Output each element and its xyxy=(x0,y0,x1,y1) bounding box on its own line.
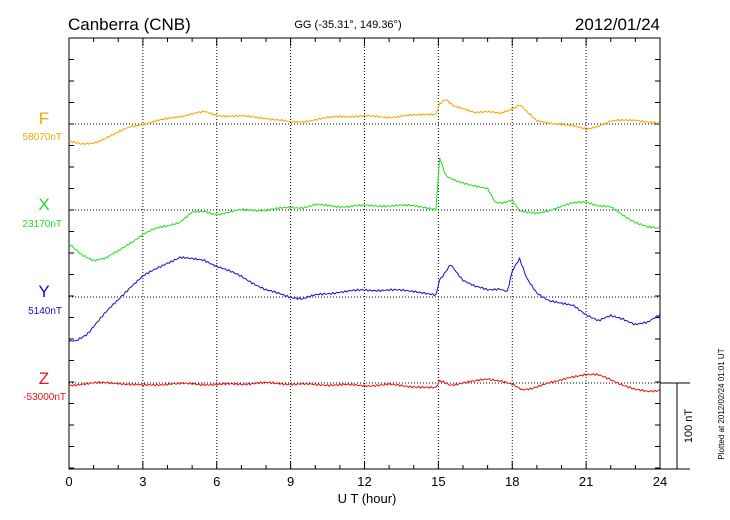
x-tick-label-12: 12 xyxy=(357,474,371,489)
series-label-f: F xyxy=(39,109,49,128)
x-tick-label-18: 18 xyxy=(505,474,519,489)
series-labels: F 58070nT X 23170nT Y 5140nT Z -53000nT xyxy=(23,109,66,403)
baseline-label-x: 23170nT xyxy=(23,219,62,230)
plotted-at-label: Plotted at 2012/02/24 01:01 UT xyxy=(717,348,726,459)
x-axis-ticks: 0 3 6 9 12 15 18 21 24 xyxy=(65,38,667,489)
series-lines xyxy=(68,99,661,393)
scale-bar-label: 100 nT xyxy=(683,409,695,444)
coordinates-label: GG (-35.31°, 149.36°) xyxy=(294,19,401,31)
x-tick-label-21: 21 xyxy=(579,474,593,489)
series-label-z: Z xyxy=(39,369,49,388)
baseline-label-z: -53000nT xyxy=(23,392,66,403)
x-tick-label-0: 0 xyxy=(65,474,72,489)
station-title: Canberra (CNB) xyxy=(68,15,191,34)
series-line-z xyxy=(68,373,661,393)
date-label: 2012/01/24 xyxy=(575,15,660,34)
series-label-x: X xyxy=(38,195,49,214)
scale-bar: 100 nT xyxy=(660,382,695,470)
series-line-f xyxy=(68,99,661,146)
x-tick-label-6: 6 xyxy=(213,474,220,489)
grid-lines xyxy=(69,38,660,469)
x-tick-label-3: 3 xyxy=(139,474,146,489)
series-label-y: Y xyxy=(38,282,49,301)
y-minor-ticks xyxy=(69,59,660,469)
baseline-label-y: 5140nT xyxy=(28,306,62,317)
x-tick-label-9: 9 xyxy=(287,474,294,489)
baseline-label-f: 58070nT xyxy=(23,132,62,143)
x-axis-title: U T (hour) xyxy=(338,491,397,506)
series-line-y xyxy=(68,256,661,343)
x-tick-label-15: 15 xyxy=(431,474,445,489)
series-line-x xyxy=(68,157,661,262)
x-tick-label-24: 24 xyxy=(653,474,667,489)
